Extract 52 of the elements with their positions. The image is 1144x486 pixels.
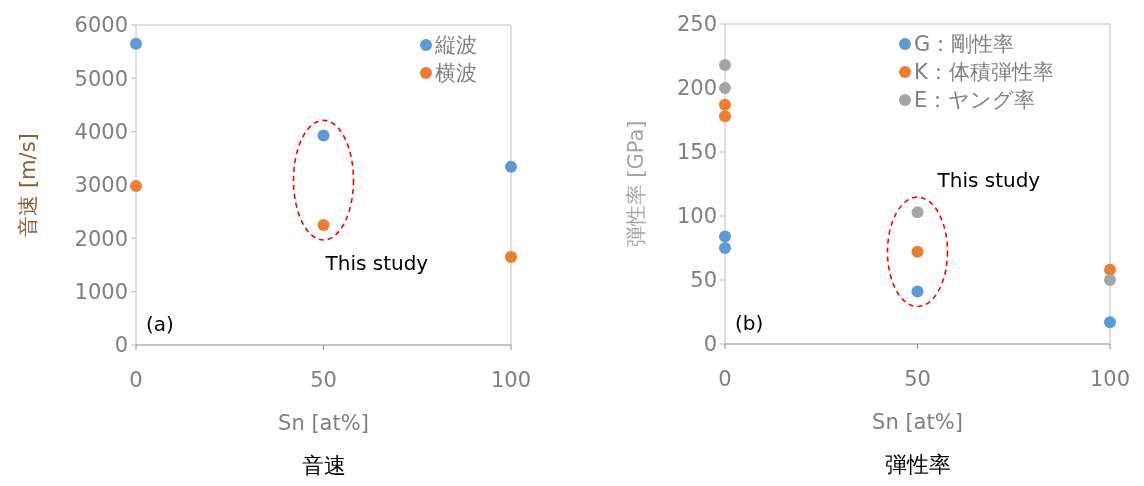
y-tick-label: 1000 [74,280,128,305]
y-tick-label: 200 [676,76,717,101]
y-tick-label: 3000 [74,173,128,198]
text: 弾性率 [884,452,951,477]
point [719,98,731,111]
legend-label: 横波 [435,61,477,86]
point [719,242,731,254]
point [719,230,731,243]
legend-label: K：体積弾性率 [914,60,1054,85]
y-tick-label: 250 [676,12,717,37]
point [505,160,517,173]
point [1104,263,1116,276]
annotation: (b) [735,311,764,335]
annotation: This study [324,251,429,275]
point [719,58,731,71]
point [317,219,330,231]
point [317,129,330,142]
x-tick-label: 100 [1089,367,1131,391]
text: 音速 [301,453,346,478]
y-tick-label: 150 [676,140,717,165]
point [911,206,924,219]
annotation: (a) [146,312,174,336]
point [911,245,924,258]
y-tick-label: 6000 [74,13,128,38]
x-tick-label: 100 [490,368,532,392]
point [911,285,924,298]
x-tick-label: 50 [310,368,337,392]
y-tick-label: 2000 [74,226,128,251]
legend-label: E：ヤング率 [914,88,1036,113]
x-tick-label: 0 [129,368,143,392]
y-tick-label: 50 [690,268,717,293]
point [505,251,517,263]
x-axis-title: Sn [at%] [278,411,369,435]
x-tick-label: 0 [718,367,732,391]
x-tick-label: 50 [904,367,931,391]
point [1104,316,1116,329]
point [719,110,731,123]
point [1104,274,1116,286]
y-tick-label: 0 [703,332,717,357]
y-tick-label: 5000 [74,66,128,91]
legend-label: G：剛性率 [914,32,1015,57]
y-axis-title: 音速 [m/s] [16,133,40,237]
y-tick-label: 0 [114,333,128,358]
legend-label: 縦波 [434,33,477,58]
y-axis-title: 弾性率 [GPa] [624,120,648,248]
annotation: This study [936,168,1041,193]
y-tick-label: 100 [676,204,717,229]
point [130,37,142,50]
point [130,180,142,193]
x-axis-title: Sn [at%] [872,410,963,434]
y-tick-label: 4000 [74,120,128,145]
point [719,82,731,94]
